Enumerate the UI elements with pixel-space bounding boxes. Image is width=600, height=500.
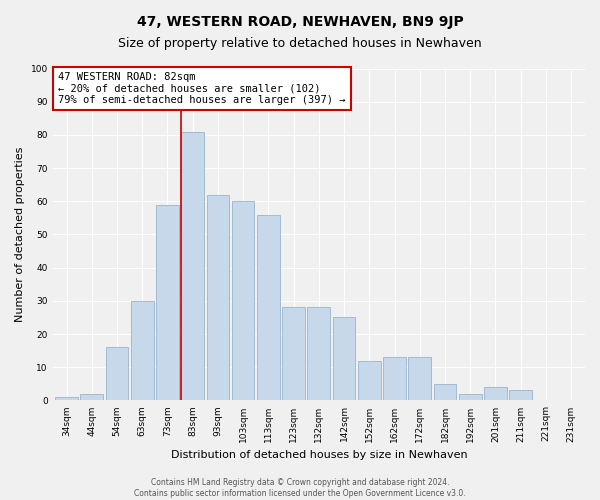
Bar [333, 318, 355, 400]
X-axis label: Distribution of detached houses by size in Newhaven: Distribution of detached houses by size … [170, 450, 467, 460]
Text: 47, WESTERN ROAD, NEWHAVEN, BN9 9JP: 47, WESTERN ROAD, NEWHAVEN, BN9 9JP [137, 15, 463, 29]
Bar [307, 308, 330, 400]
Bar [282, 308, 305, 400]
Bar [156, 204, 179, 400]
Text: 47 WESTERN ROAD: 82sqm
← 20% of detached houses are smaller (102)
79% of semi-de: 47 WESTERN ROAD: 82sqm ← 20% of detached… [58, 72, 346, 105]
Bar [181, 132, 204, 400]
Y-axis label: Number of detached properties: Number of detached properties [15, 147, 25, 322]
Bar [409, 358, 431, 401]
Bar [106, 348, 128, 401]
Bar [383, 358, 406, 401]
Bar [206, 194, 229, 400]
Text: Contains HM Land Registry data © Crown copyright and database right 2024.
Contai: Contains HM Land Registry data © Crown c… [134, 478, 466, 498]
Bar [509, 390, 532, 400]
Bar [55, 397, 78, 400]
Bar [257, 214, 280, 400]
Bar [484, 387, 507, 400]
Bar [358, 360, 380, 401]
Bar [131, 301, 154, 400]
Text: Size of property relative to detached houses in Newhaven: Size of property relative to detached ho… [118, 38, 482, 51]
Bar [434, 384, 457, 400]
Bar [232, 202, 254, 400]
Bar [80, 394, 103, 400]
Bar [459, 394, 482, 400]
